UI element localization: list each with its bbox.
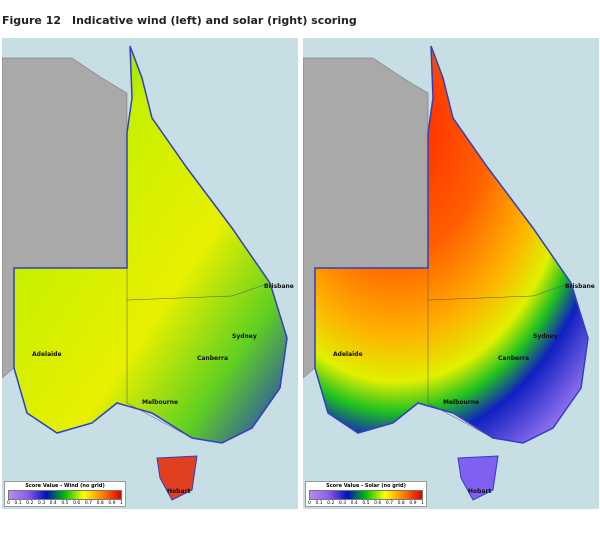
state-border <box>126 300 193 439</box>
legend-tick: 0.8 <box>96 501 104 506</box>
legend-tick: 0.3 <box>338 501 347 506</box>
solar-map: Brisbane Sydney Canberra Melbourne Adelaide H… <box>303 38 599 509</box>
legend-tick: 0.5 <box>362 501 370 506</box>
city-label: Hobart <box>468 488 491 495</box>
score-region <box>314 45 589 444</box>
legend: Score Value - Solar (no grid) 0 0.1 0.2 0.3… <box>305 481 427 507</box>
city-label: Brisbane <box>264 283 294 290</box>
legend-tick: 0.7 <box>84 501 93 506</box>
legend-colorbar <box>8 490 122 500</box>
legend-tick: 0.2 <box>26 501 34 506</box>
legend: Score Value - Wind (no grid) 0 0.1 0.2 0.3 0… <box>4 481 126 507</box>
legend-tick: 0.1 <box>315 501 323 506</box>
map-canvas: Brisbane Sydney Canberra Melbourne Adelaide H… <box>303 38 599 509</box>
legend-tick: 1 <box>421 501 424 506</box>
state-border <box>427 300 494 439</box>
city-label: Adelaide <box>333 351 363 358</box>
legend-tick: 0 <box>7 501 10 506</box>
legend-tick: 0.7 <box>385 501 394 506</box>
legend-tick: 0.6 <box>73 501 81 506</box>
legend-tick: 0.4 <box>350 501 358 506</box>
city-label: Canberra <box>197 355 228 362</box>
map-canvas: Brisbane Sydney Canberra Melbourne Adelaide H… <box>2 38 298 509</box>
city-label: Hobart <box>167 488 190 495</box>
state-border <box>126 268 271 301</box>
state-border <box>427 268 572 301</box>
wind-map: Brisbane Sydney Canberra Melbourne Adelaide H… <box>2 38 298 509</box>
legend-tick: 1 <box>120 501 123 506</box>
legend-tick: 0.2 <box>327 501 335 506</box>
legend-tick: 0 <box>308 501 311 506</box>
legend-tick: 0.5 <box>61 501 69 506</box>
figure-title: Figure 12 Indicative wind (left) and sola… <box>2 14 357 27</box>
legend-tick: 0.8 <box>397 501 405 506</box>
city-label: Sydney <box>533 333 558 340</box>
legend-tick: 0.1 <box>14 501 22 506</box>
score-region <box>13 45 288 444</box>
legend-tick: 0.9 <box>409 501 417 506</box>
legend-tick: 0.9 <box>108 501 116 506</box>
tasmania <box>457 455 499 501</box>
city-label: Sydney <box>232 333 257 340</box>
legend-tick: 0.6 <box>374 501 382 506</box>
city-label: Adelaide <box>32 351 62 358</box>
legend-tick: 0.4 <box>49 501 57 506</box>
city-label: Melbourne <box>142 399 178 406</box>
tasmania <box>156 455 198 501</box>
city-label: Melbourne <box>443 399 479 406</box>
legend-tick: 0.3 <box>37 501 46 506</box>
city-label: Canberra <box>498 355 529 362</box>
city-label: Brisbane <box>565 283 595 290</box>
legend-colorbar <box>309 490 423 500</box>
